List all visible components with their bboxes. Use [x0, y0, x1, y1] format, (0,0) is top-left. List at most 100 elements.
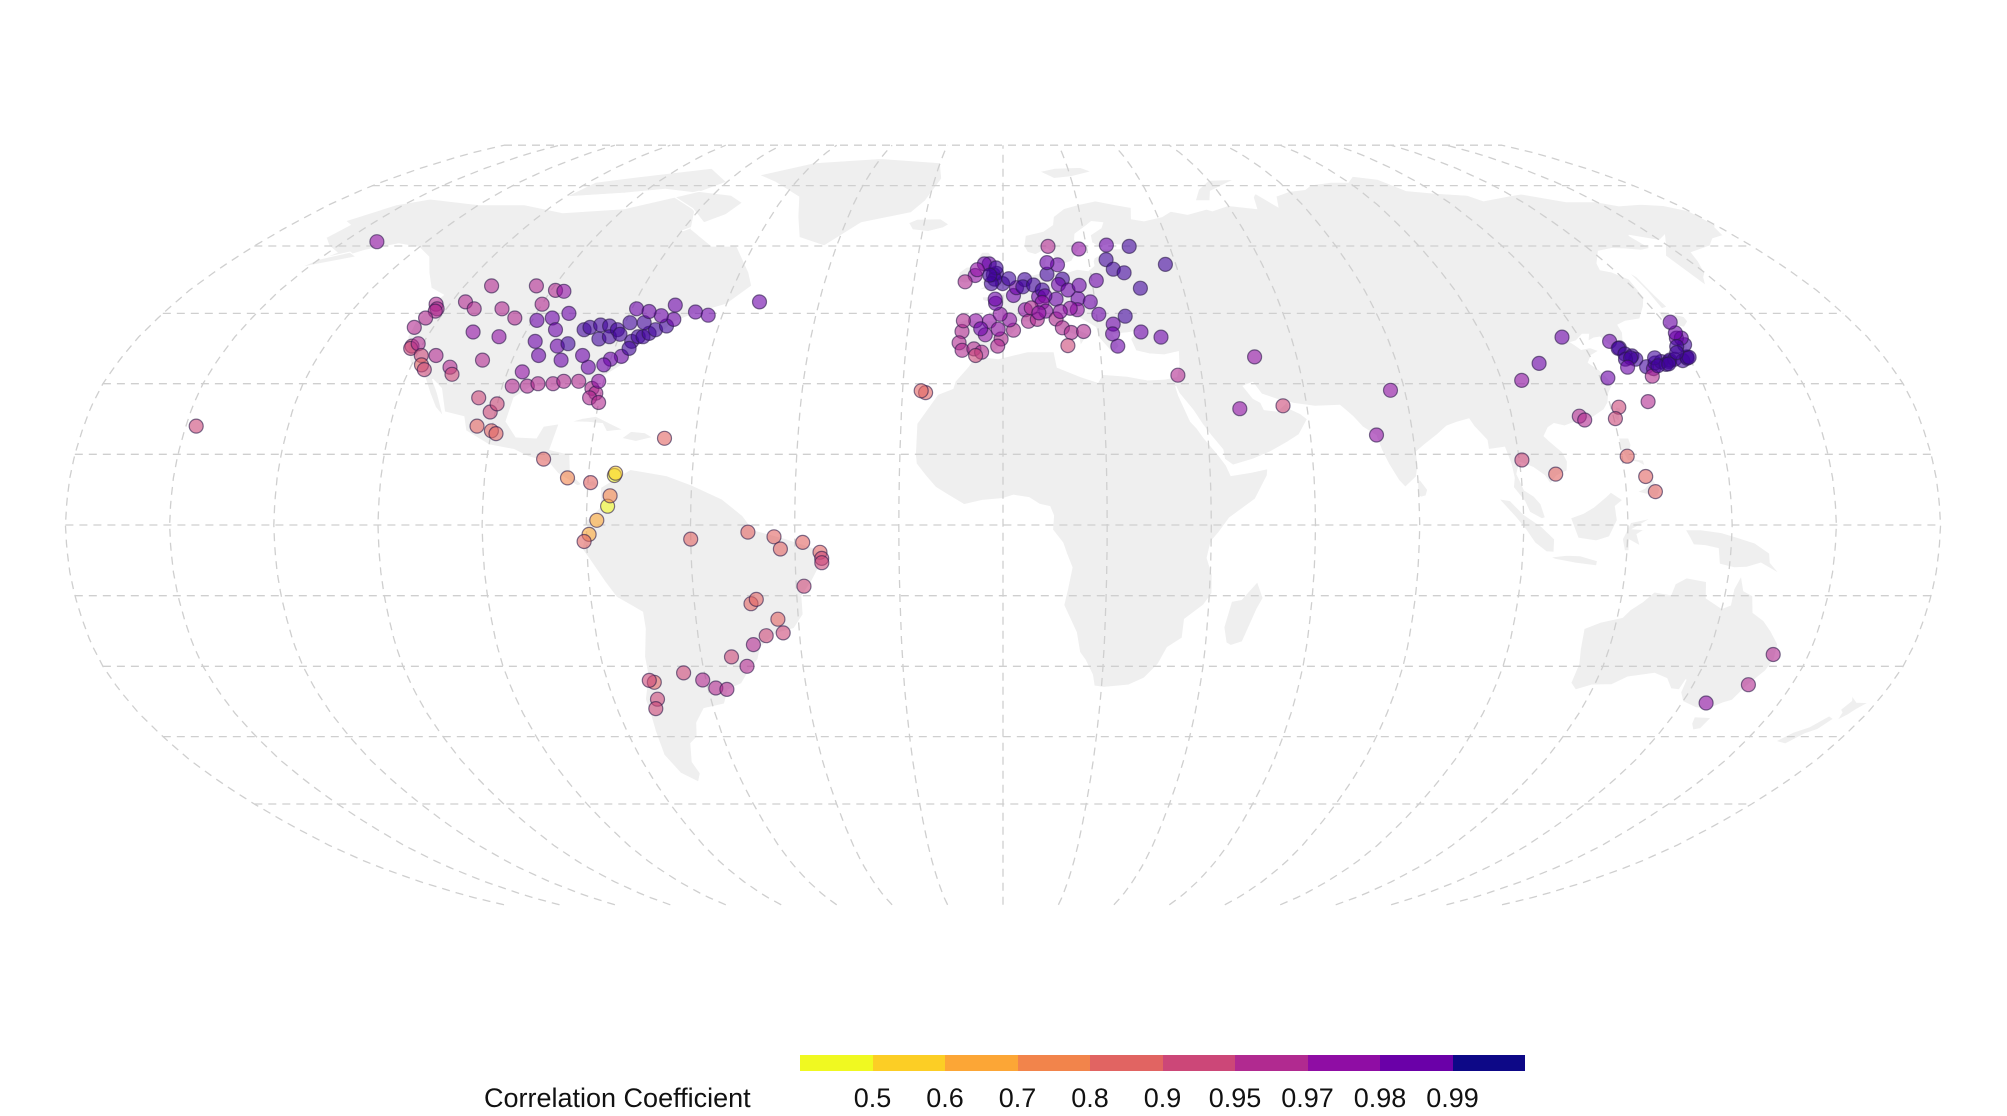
station-point: [607, 465, 624, 481]
meridian-line: [1501, 144, 1942, 906]
land-java: [1547, 554, 1599, 567]
station-point: [641, 303, 657, 320]
graticule-layer: [64, 144, 1942, 906]
station-point: [748, 591, 764, 608]
station-point: [1275, 398, 1291, 414]
legend-swatch: [1162, 1055, 1235, 1071]
legend-tick-label: 0.97: [1281, 1083, 1334, 1113]
station-point: [656, 430, 673, 446]
legend-color-bar: [800, 1055, 1525, 1071]
legend-tick-label: 0.8: [1071, 1083, 1109, 1113]
legend-tick-label: 0.7: [998, 1083, 1037, 1113]
legend-swatch: [1235, 1055, 1308, 1071]
station-point: [973, 321, 989, 337]
station-point: [559, 470, 576, 486]
station-point: [444, 366, 460, 382]
station-point: [1132, 280, 1149, 296]
station-point: [574, 347, 591, 364]
station-point: [369, 234, 385, 250]
station-point: [1246, 349, 1263, 365]
station-point: [1514, 452, 1530, 468]
station-point: [1554, 329, 1570, 345]
station-point: [1117, 308, 1133, 324]
legend-swatch: [1380, 1055, 1453, 1071]
legend-swatch: [800, 1055, 873, 1071]
land-alaska-pen: [298, 251, 358, 269]
station-point: [758, 628, 774, 644]
station-point: [667, 297, 683, 313]
station-point: [469, 418, 485, 434]
station-point: [1619, 448, 1635, 464]
legend-swatch: [945, 1055, 1018, 1071]
station-point: [695, 672, 711, 688]
station-point: [530, 376, 546, 392]
station-point: [648, 700, 664, 717]
land-sakhalin: [1627, 270, 1669, 310]
station-point: [751, 294, 768, 310]
station-point: [406, 319, 422, 335]
station-point: [739, 658, 755, 674]
station-point: [1082, 294, 1098, 310]
legend-swatch: [872, 1055, 945, 1071]
station-point: [683, 531, 699, 547]
legend-swatch: [1017, 1055, 1090, 1071]
station-point: [489, 396, 505, 412]
station-point: [913, 383, 929, 399]
station-point: [770, 611, 786, 627]
land-greenland: [756, 157, 943, 247]
station-point: [766, 529, 782, 545]
station-point: [1698, 695, 1714, 711]
station-point: [491, 329, 507, 345]
station-point: [687, 304, 704, 320]
station-point: [957, 274, 973, 290]
station-point: [590, 394, 607, 411]
station-point: [1052, 303, 1068, 320]
color-legend: Correlation Coefficient 0.5 0.6 0.7 0.8 0.9 0…: [0, 1055, 2007, 1116]
station-point: [1647, 484, 1664, 500]
station-point: [561, 305, 577, 321]
station-point: [719, 681, 735, 698]
station-point: [1039, 255, 1055, 271]
legend-swatch: [1307, 1055, 1380, 1071]
station-point: [582, 475, 599, 491]
station-point: [1133, 324, 1149, 340]
station-point: [1116, 265, 1132, 281]
land-europe-asia: [914, 175, 1725, 689]
station-point: [1060, 338, 1076, 354]
station-point: [612, 326, 628, 342]
station-point: [466, 301, 482, 317]
land-tasmania: [1690, 715, 1713, 731]
station-point: [775, 625, 791, 641]
station-point: [745, 636, 762, 653]
meridian-line: [377, 144, 671, 906]
station-point: [471, 390, 487, 406]
station-point: [416, 362, 432, 378]
station-point: [814, 555, 830, 571]
map-canvas: [64, 144, 1942, 906]
land-borneo: [1569, 491, 1624, 542]
station-point: [465, 324, 481, 340]
station-point: [1232, 401, 1248, 417]
meridian-line: [481, 144, 727, 906]
station-point: [772, 541, 789, 557]
station-point: [628, 301, 645, 317]
land-north-america: [298, 196, 753, 489]
land-iceland: [907, 218, 951, 233]
station-point: [666, 311, 682, 327]
land-layer: [298, 157, 1872, 783]
station-point: [1531, 355, 1547, 371]
station-point: [987, 291, 1003, 307]
legend-tick-label: 0.5: [853, 1083, 892, 1113]
legend-swatch: [1452, 1055, 1525, 1071]
land-new-zealand-n: [1834, 687, 1872, 723]
legend-swatch: [1090, 1055, 1163, 1071]
station-point: [1040, 238, 1056, 254]
station-point: [1157, 256, 1174, 272]
station-point: [514, 364, 530, 380]
station-point: [675, 665, 692, 681]
station-point: [504, 378, 520, 394]
legend-tick-label: 0.98: [1353, 1083, 1407, 1113]
legend-tick-label: 0.95: [1208, 1083, 1262, 1113]
land-baffin: [673, 190, 744, 232]
station-point: [990, 338, 1006, 354]
